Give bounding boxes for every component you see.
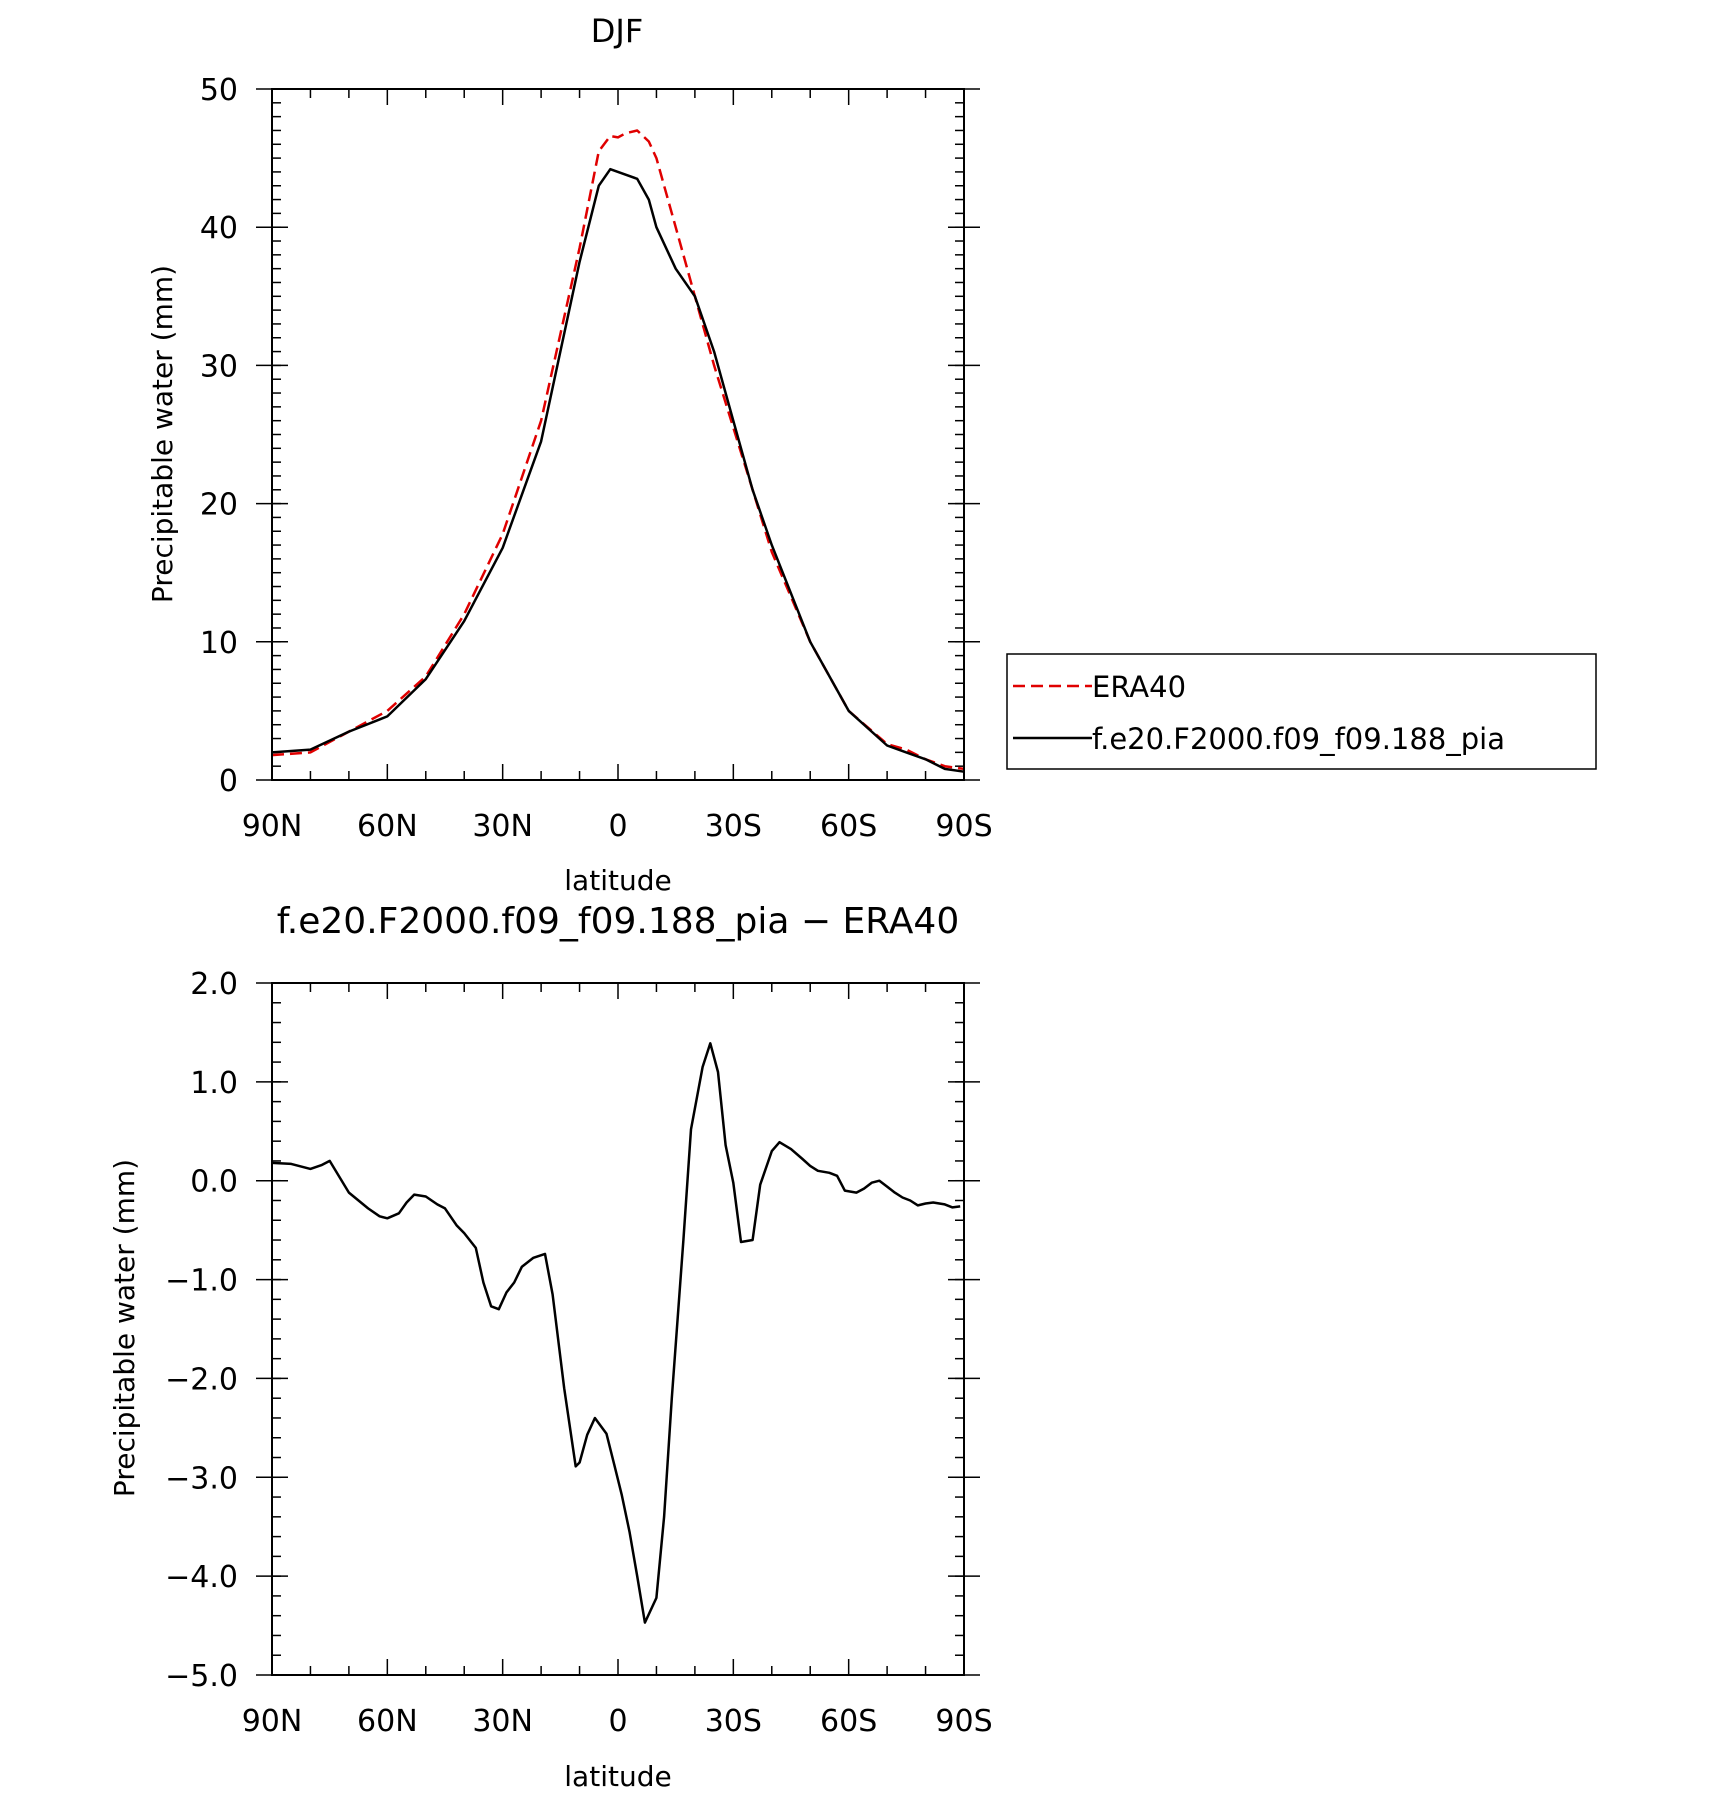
- y-tick-label: 20: [200, 488, 238, 523]
- x-tick-label: 60S: [820, 809, 877, 844]
- f-e20-f2000-f09-f09-188-pia-series-line: [271, 167, 965, 773]
- upper-x-axis-label: latitude: [564, 864, 671, 897]
- legend-label-era40: ERA40: [1092, 670, 1186, 704]
- y-tick-label: −2.0: [165, 1362, 238, 1397]
- upper-plot-frame: [271, 88, 965, 781]
- legend-box: [1006, 653, 1597, 770]
- upper-panel: DJF 90N 60N 30N 0 30S 60S 90S 0 10 20 30 40 50 latit…: [146, 12, 993, 897]
- lower-y-axis-label: Precipitable water (mm): [108, 1159, 141, 1497]
- lower-series: [271, 1042, 961, 1624]
- y-tick-label: 1.0: [190, 1066, 238, 1101]
- x-tick-label: 60N: [357, 1704, 418, 1739]
- y-tick-label: −3.0: [165, 1461, 238, 1496]
- x-tick-label: 30S: [705, 809, 762, 844]
- upper-tick-labels: 90N 60N 30N 0 30S 60S 90S 0 10 20 30 40 50: [200, 73, 993, 844]
- legend: ERA40 f.e20.F2000.f09_f09.188_pia: [1006, 653, 1597, 770]
- upper-panel-title: DJF: [591, 12, 643, 50]
- y-tick-label: −4.0: [165, 1560, 238, 1595]
- legend-label-model: f.e20.F2000.f09_f09.188_pia: [1092, 722, 1505, 756]
- y-tick-label: −1.0: [165, 1264, 238, 1299]
- y-tick-label: 0: [219, 764, 238, 799]
- x-tick-label: 30N: [472, 1704, 533, 1739]
- lower-plot-frame: [271, 982, 965, 1676]
- y-tick-label: 10: [200, 626, 238, 661]
- y-tick-label: 40: [200, 211, 238, 246]
- lower-panel-title: f.e20.F2000.f09_f09.188_pia − ERA40: [277, 901, 960, 942]
- y-tick-label: −5.0: [165, 1659, 238, 1694]
- y-tick-label: 2.0: [190, 967, 238, 1002]
- lower-grid-ticks: [256, 982, 980, 1676]
- lower-panel: f.e20.F2000.f09_f09.188_pia − ERA40 90N 6…: [108, 901, 993, 1793]
- x-tick-label: 60S: [820, 1704, 877, 1739]
- x-tick-label: 90S: [935, 1704, 992, 1739]
- x-tick-label: 90N: [242, 1704, 303, 1739]
- y-tick-label: 50: [200, 73, 238, 108]
- y-tick-label: 0.0: [190, 1165, 238, 1200]
- x-tick-label: 0: [608, 1704, 627, 1739]
- x-tick-label: 90S: [935, 809, 992, 844]
- upper-y-axis-label: Precipitable water (mm): [146, 265, 179, 603]
- upper-series: [271, 129, 965, 773]
- lower-x-axis-label: latitude: [564, 1760, 671, 1793]
- difference-series-line: [271, 1042, 961, 1624]
- x-tick-label: 30S: [705, 1704, 762, 1739]
- x-tick-label: 30N: [472, 809, 533, 844]
- era40-series-line: [271, 129, 965, 771]
- y-tick-label: 30: [200, 349, 238, 384]
- x-tick-label: 0: [608, 809, 627, 844]
- x-tick-label: 60N: [357, 809, 418, 844]
- upper-grid-ticks: [256, 88, 980, 781]
- x-tick-label: 90N: [242, 809, 303, 844]
- lower-tick-labels: 90N 60N 30N 0 30S 60S 90S 2.0 1.0 0.0 −1.0 −2.0 −3.0…: [165, 967, 992, 1739]
